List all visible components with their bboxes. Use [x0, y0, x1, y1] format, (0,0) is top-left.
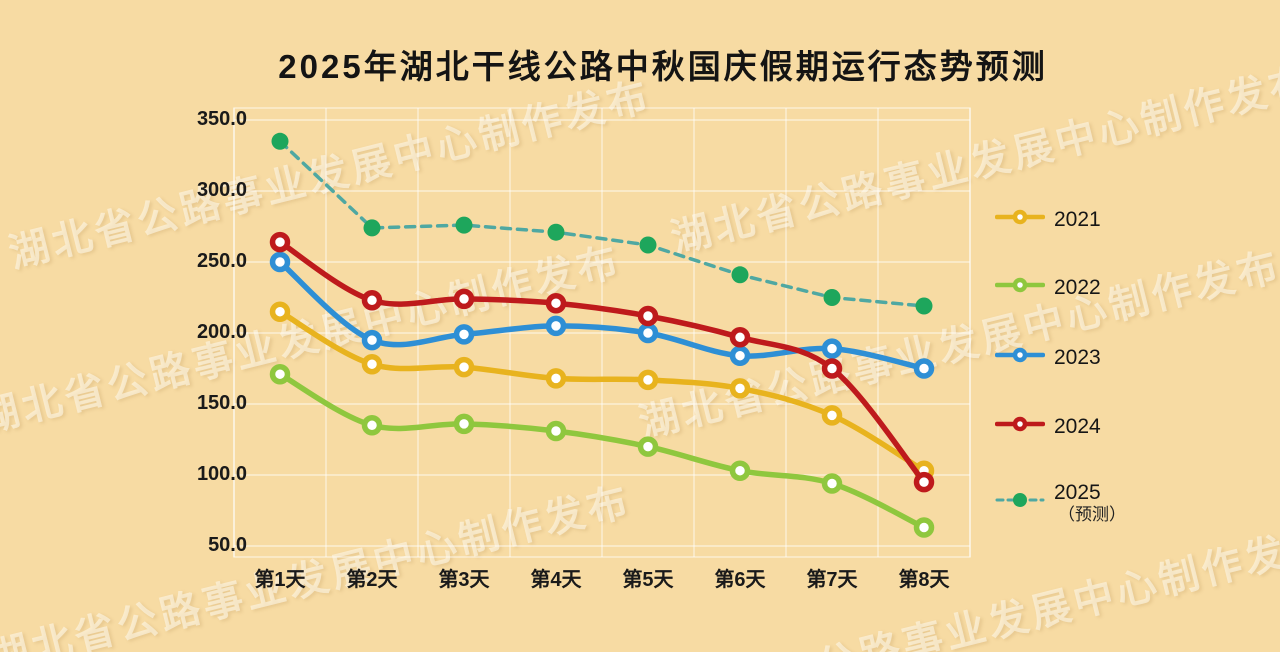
data-point	[913, 517, 935, 538]
y-axis-tick: 150.0	[196, 392, 247, 414]
series-2023	[269, 251, 935, 379]
x-axis-tick: 第8天	[898, 569, 950, 591]
data-point	[637, 322, 659, 344]
legend-swatch	[994, 412, 1046, 442]
x-axis-tick: 第4天	[530, 569, 582, 591]
data-point	[913, 471, 935, 493]
legend-marker	[1012, 416, 1028, 432]
data-point	[729, 460, 751, 481]
legend-label: 2023	[1054, 346, 1101, 369]
data-point	[545, 315, 567, 337]
data-point	[821, 473, 843, 494]
data-point	[453, 288, 475, 310]
x-axis-tick: 第5天	[622, 569, 674, 591]
data-point	[269, 251, 291, 273]
data-point	[913, 358, 935, 379]
data-point	[455, 216, 473, 234]
y-axis-tick: 300.0	[196, 179, 247, 201]
data-point	[269, 363, 291, 385]
data-point	[821, 358, 843, 379]
legend-label: 2025	[1054, 481, 1101, 504]
data-point	[545, 420, 567, 442]
chart-title: 2025年湖北干线公路中秋国庆假期运行态势预测	[278, 48, 1048, 85]
data-point	[821, 338, 843, 359]
data-point	[823, 289, 841, 306]
legend-marker	[1012, 347, 1028, 363]
data-point	[821, 405, 843, 426]
y-axis-tick: 250.0	[196, 250, 247, 272]
data-point	[729, 327, 751, 348]
data-point	[361, 353, 383, 375]
data-point	[269, 301, 291, 322]
plot-border	[233, 107, 971, 558]
legend-entry-2021: 2021	[994, 205, 1101, 235]
legend-marker	[1013, 492, 1027, 507]
legend-entry-2024: 2024	[994, 412, 1101, 442]
series-2024	[269, 231, 935, 493]
data-point	[637, 436, 659, 457]
x-axis-tick: 第2天	[346, 569, 398, 591]
y-axis-tick: 200.0	[196, 321, 247, 343]
data-point	[361, 290, 383, 311]
data-point	[269, 231, 291, 253]
legend-label-wrap: 2025 （预测）	[1054, 481, 1126, 525]
data-point	[453, 356, 475, 378]
data-point	[639, 236, 657, 254]
legend-swatch	[994, 273, 1046, 303]
legend-sublabel: （预测）	[1058, 505, 1126, 525]
data-point	[361, 329, 383, 351]
data-point	[363, 219, 381, 237]
x-axis-tick: 第1天	[254, 569, 306, 591]
data-point	[547, 223, 565, 241]
series-line-2025	[278, 139, 926, 308]
legend-marker	[1012, 209, 1028, 225]
data-point	[271, 132, 289, 150]
y-axis-tick: 100.0	[196, 463, 247, 485]
data-point	[729, 378, 751, 399]
series-2022	[269, 363, 935, 538]
legend: 2021 2022 2023 2024 2025 （预测）	[994, 0, 1215, 652]
legend-swatch-icon	[994, 347, 1046, 363]
legend-swatch	[994, 205, 1046, 235]
y-axis-tick: 50.0	[208, 534, 247, 556]
legend-entry-2025-forecast: 2025 （预测）	[995, 481, 1126, 525]
x-axis-tick: 第7天	[806, 569, 858, 591]
legend-label: 2022	[1054, 276, 1101, 299]
legend-swatch-icon	[995, 492, 1045, 507]
legend-marker	[1012, 277, 1028, 293]
data-point	[637, 305, 659, 327]
legend-entry-2022: 2022	[994, 273, 1101, 303]
legend-swatch	[994, 343, 1046, 373]
data-point	[637, 369, 659, 391]
legend-swatch-icon	[994, 416, 1046, 432]
legend-swatch-icon	[994, 209, 1046, 225]
x-axis-tick: 第3天	[438, 569, 490, 591]
legend-swatch	[995, 488, 1045, 518]
data-point	[731, 266, 749, 284]
gridlines	[233, 107, 971, 558]
data-point	[545, 292, 567, 314]
data-point	[729, 345, 751, 366]
data-point	[915, 297, 933, 315]
legend-label: 2024	[1054, 415, 1101, 438]
data-point	[545, 368, 567, 389]
legend-swatch-icon	[994, 277, 1046, 293]
series-2025	[271, 132, 933, 315]
x-axis-tick: 第6天	[714, 569, 766, 591]
data-point	[453, 413, 475, 435]
data-point	[453, 324, 475, 345]
data-point	[361, 415, 383, 436]
legend-entry-2023: 2023	[994, 343, 1101, 373]
legend-label: 2021	[1054, 208, 1101, 231]
y-axis-tick: 350.0	[196, 108, 247, 130]
